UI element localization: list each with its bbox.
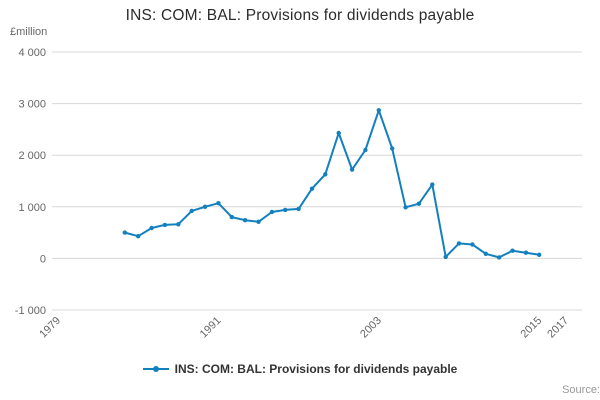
data-point-marker [122, 230, 128, 235]
x-axis-tick-label: 2003 [358, 315, 384, 341]
data-point-marker [283, 207, 288, 213]
data-point-marker [403, 205, 408, 210]
data-point-marker [376, 108, 381, 113]
data-point-marker [242, 218, 248, 223]
x-axis-tick-label: 1979 [37, 315, 63, 341]
y-axis-tick-label: 2 000 [18, 150, 46, 162]
source-label: Source: [562, 384, 600, 396]
data-point-marker [309, 186, 315, 191]
data-point-marker [256, 219, 261, 224]
legend-line-icon [142, 366, 169, 372]
data-point-marker [349, 167, 355, 172]
data-point-marker [176, 222, 181, 227]
legend-item[interactable]: INS: COM: BAL: Provisions for dividends … [0, 362, 600, 376]
data-point-marker [456, 241, 462, 246]
data-point-marker [216, 201, 221, 206]
data-point-marker [496, 255, 502, 260]
data-point-marker [416, 201, 422, 206]
data-point-marker [189, 208, 194, 214]
line-chart-plot: -1 000 0 1 000 2 000 3 000 4 000 1979 1991 2003 2… [15, 47, 582, 341]
legend-marker-dot [152, 366, 159, 372]
data-point-marker [523, 250, 529, 255]
data-point-marker [363, 147, 368, 153]
data-point-marker [470, 242, 475, 247]
data-point-marker [323, 172, 328, 177]
data-point-marker [202, 204, 208, 209]
series-line [123, 109, 541, 259]
y-axis-tick-label: 4 000 [18, 47, 46, 59]
data-point-marker [229, 214, 234, 220]
x-axis-tick-label: 2015 [519, 315, 545, 341]
data-point-marker [162, 222, 168, 228]
data-point-marker [336, 130, 341, 136]
data-point-marker [136, 234, 141, 239]
data-point-marker [510, 248, 515, 253]
data-point-marker [296, 206, 301, 212]
chart-title: INS: COM: BAL: Provisions for dividends … [125, 7, 475, 24]
x-axis-tick-label: 1991 [198, 315, 224, 341]
data-point-marker [443, 254, 448, 260]
data-point-marker [149, 225, 154, 231]
y-axis-tick-label: 3 000 [18, 99, 46, 111]
data-point-marker [430, 182, 435, 187]
data-point-marker [537, 252, 542, 257]
y-axis-tick-label: -1 000 [15, 305, 46, 317]
data-point-marker [269, 209, 275, 215]
legend-label: INS: COM: BAL: Provisions for dividends … [174, 362, 458, 376]
y-axis-tick-label: 1 000 [18, 202, 46, 214]
data-point-marker [390, 146, 395, 151]
data-point-marker [483, 251, 488, 256]
y-axis-tick-label: 0 [40, 253, 46, 265]
y-axis-unit-label: £million [10, 26, 48, 38]
x-axis-tick-label: 2017 [545, 315, 571, 341]
